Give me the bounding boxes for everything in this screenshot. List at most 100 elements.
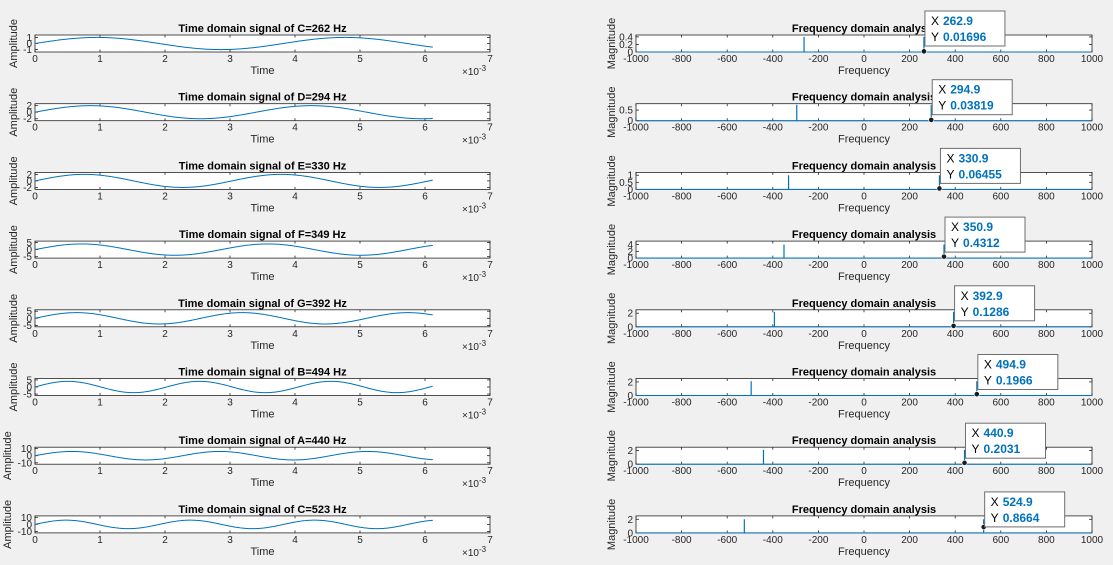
x-tick-label: -200 xyxy=(808,535,828,546)
plot-area[interactable] xyxy=(34,515,491,534)
x-tick-label: 7 xyxy=(487,329,493,340)
signal-line xyxy=(35,36,433,51)
axes-title: Time domain signal of D=294 Hz xyxy=(178,92,347,104)
datatip-box[interactable] xyxy=(939,147,1021,184)
datatip[interactable]: X 440.9 Y 0.2031 xyxy=(965,422,1047,459)
datatip-box[interactable] xyxy=(977,354,1059,390)
time-axes-3: Time domain signal of F=349 Hz 0 1 2 3 4 5 6 7 -5… xyxy=(8,225,493,284)
datatip-box[interactable] xyxy=(944,216,1026,253)
x-tick-label: 0 xyxy=(32,535,38,546)
datatip-marker[interactable] xyxy=(921,48,927,55)
axes-title: Time domain signal of E=330 Hz xyxy=(179,160,347,172)
datatip[interactable]: X 392.9 Y 0.1286 xyxy=(954,285,1036,322)
signal-line xyxy=(35,450,433,461)
x-tick-label: 0 xyxy=(861,398,867,409)
y-tick-label: 2 xyxy=(26,170,32,181)
datatip-marker[interactable] xyxy=(950,323,957,329)
datatip-marker[interactable] xyxy=(941,253,947,260)
datatip[interactable]: X 262.9 Y 0.01696 xyxy=(924,10,1006,47)
time-axes-4: Time domain signal of G=392 Hz 0 1 2 3 4 5 6 7 -5… xyxy=(8,294,493,353)
time-axes-7: Time domain signal of C=523 Hz 0 1 2 3 4 5 6 7 -1… xyxy=(2,500,493,559)
datatip-box[interactable] xyxy=(965,422,1047,459)
x-tick-label: -200 xyxy=(808,329,828,340)
time-axes-5: Time domain signal of B=494 Hz 0 1 2 3 4 5 6 7 -5… xyxy=(8,363,493,422)
y-tick-label: 0.5 xyxy=(619,106,633,117)
x-tick-label: 400 xyxy=(947,398,964,409)
x-tick-label: 200 xyxy=(901,123,918,134)
datatip-x-row: X 392.9 xyxy=(961,289,1003,303)
y-tick-label: -2 xyxy=(23,183,32,194)
plot-area[interactable] xyxy=(34,171,491,190)
x-tick-label: -400 xyxy=(763,123,783,134)
plot-area[interactable] xyxy=(34,446,491,465)
datatip[interactable]: X 494.9 Y 0.1966 xyxy=(977,354,1059,390)
plot-area[interactable] xyxy=(34,309,491,328)
datatip-marker[interactable] xyxy=(961,459,968,466)
x-tick-label: -400 xyxy=(763,535,783,546)
datatip[interactable]: X 330.9 Y 0.06455 xyxy=(939,147,1021,184)
plot-area[interactable] xyxy=(635,171,1093,190)
x-tick-label: 400 xyxy=(947,54,964,65)
x-tick-label: 5 xyxy=(357,466,363,477)
y-tick-label: 0 xyxy=(627,460,633,471)
x-tick-label: 0 xyxy=(32,329,38,340)
x-tick-label: 7 xyxy=(487,398,493,409)
x-tick-label: 1 xyxy=(97,260,103,271)
x-tick-label: 1000 xyxy=(1081,466,1104,477)
axes-title: Frequency domain analysis xyxy=(792,160,936,172)
x-tick-label: 3 xyxy=(227,191,233,202)
x-tick-label: 5 xyxy=(357,535,363,546)
x-tick-label: 800 xyxy=(1038,123,1055,134)
y-tick-label: 10 xyxy=(21,444,33,455)
plot-area[interactable] xyxy=(635,103,1093,122)
x-axis-label: Frequency xyxy=(838,271,890,283)
x-tick-label: 4 xyxy=(292,329,298,340)
plot-area[interactable] xyxy=(635,34,1093,53)
x-tick-label: 5 xyxy=(357,191,363,202)
x-tick-label: -200 xyxy=(808,54,828,65)
y-axis-label: Amplitude xyxy=(8,294,20,343)
datatip-box[interactable] xyxy=(924,10,1006,47)
axes-title: Time domain signal of F=349 Hz xyxy=(179,229,346,241)
y-axis-label: Magnitude xyxy=(606,293,618,344)
freq-axes-3: Frequency domain analysis -1000 -800 -600 -4… xyxy=(606,216,1104,283)
datatip[interactable]: X 350.9 Y 0.4312 xyxy=(944,216,1026,253)
freq-axes-5: Frequency domain analysis -1000 -800 -600 -4… xyxy=(606,354,1104,421)
datatip-box[interactable] xyxy=(931,79,1013,116)
y-tick-label: 5 xyxy=(26,238,32,249)
x-tick-label: 0 xyxy=(32,260,38,271)
x-tick-label: -1000 xyxy=(623,398,649,409)
x-tick-label: -400 xyxy=(763,260,783,271)
axes-title: Time domain signal of G=392 Hz xyxy=(178,298,347,310)
x-tick-label: 7 xyxy=(487,260,493,271)
datatip-marker[interactable] xyxy=(936,185,943,192)
x-tick-label: -1000 xyxy=(623,535,649,546)
y-tick-label: -5 xyxy=(23,321,32,332)
x-tick-label: 3 xyxy=(227,466,233,477)
freq-axes-0: Frequency domain analysis -1000 -800 -600 -4… xyxy=(606,10,1104,77)
x-tick-label: 1 xyxy=(97,191,103,202)
datatip-y-row: Y 0.06455 xyxy=(946,167,1002,181)
x-tick-label: 1000 xyxy=(1081,329,1104,340)
x-tick-label: 0 xyxy=(32,466,38,477)
x-tick-label: 600 xyxy=(992,123,1009,134)
datatip-box[interactable] xyxy=(984,491,1066,528)
datatip[interactable]: X 524.9 Y 0.8664 xyxy=(984,491,1066,528)
datatip-x-row: X 440.9 xyxy=(972,426,1014,440)
y-tick-label: 1 xyxy=(26,33,32,44)
axes-title: Frequency domain analysis xyxy=(792,504,936,516)
x-tick-label: -200 xyxy=(808,260,828,271)
datatip-box[interactable] xyxy=(954,285,1036,322)
x-exponent-label: ×10-3 xyxy=(462,64,487,78)
datatip[interactable]: X 294.9 Y 0.03819 xyxy=(931,79,1013,116)
x-axis-label: Frequency xyxy=(838,477,890,489)
x-tick-label: 600 xyxy=(992,535,1009,546)
datatip-marker[interactable] xyxy=(973,391,980,398)
y-tick-label: -5 xyxy=(23,252,32,263)
x-tick-label: 4 xyxy=(292,398,298,409)
x-tick-label: -600 xyxy=(717,54,737,65)
x-tick-label: 5 xyxy=(357,398,363,409)
x-tick-label: -1000 xyxy=(623,260,649,271)
y-tick-label: 0.2 xyxy=(619,40,633,51)
datatip-marker[interactable] xyxy=(928,116,935,123)
